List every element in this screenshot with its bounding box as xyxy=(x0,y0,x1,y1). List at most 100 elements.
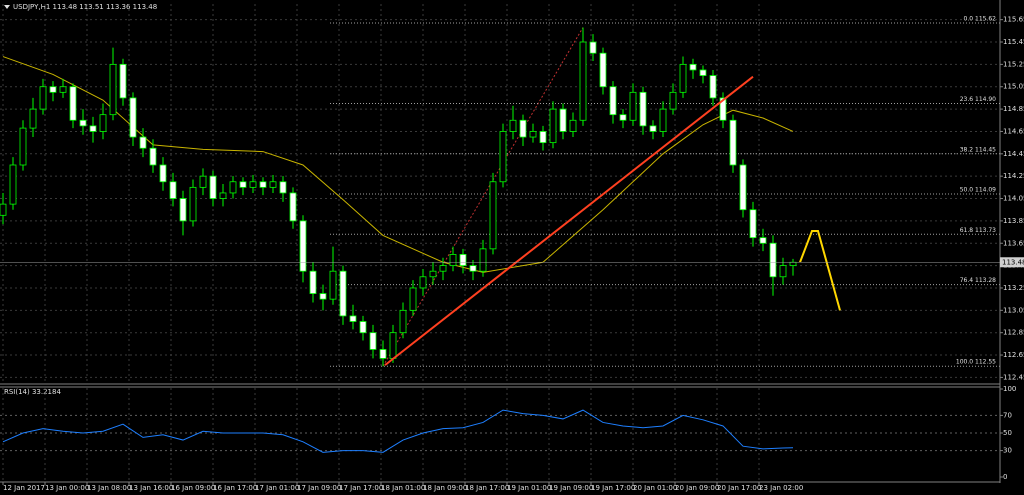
candle-body xyxy=(749,209,757,239)
fibonacci-label: 100.0 112.55 xyxy=(956,359,996,366)
fibonacci-label: 50.0 114.09 xyxy=(960,187,996,194)
candle-body xyxy=(289,192,297,222)
candle-body xyxy=(359,321,367,334)
x-tick-label: 20 Jan 01:00 xyxy=(633,484,677,492)
candle-body xyxy=(19,127,27,166)
candle-body xyxy=(319,293,327,300)
x-tick-label: 13 Jan 16:00 xyxy=(129,484,173,492)
candle-body xyxy=(109,63,117,116)
candle-body xyxy=(39,86,47,110)
last-price-box xyxy=(1000,257,1024,268)
candle-body xyxy=(169,181,177,199)
candle-body xyxy=(339,270,347,317)
candle-body xyxy=(679,63,687,93)
candle-body xyxy=(159,164,167,183)
candle-body xyxy=(219,192,227,199)
rsi-tick-label: 0 xyxy=(1003,473,1007,481)
fibonacci-label: 76.4 113.28 xyxy=(960,277,996,284)
candle-body xyxy=(409,287,417,311)
x-tick-label: 19 Jan 17:00 xyxy=(591,484,635,492)
rsi-tick-label: 30 xyxy=(1003,447,1012,455)
y-tick-label: 113.65 xyxy=(1003,239,1024,247)
candle-body xyxy=(369,332,377,350)
candle-body xyxy=(259,181,267,188)
candle-body xyxy=(649,125,657,132)
candle-body xyxy=(499,131,507,183)
y-tick-label: 115.25 xyxy=(1003,60,1024,68)
candle-body xyxy=(469,265,477,272)
x-tick-label: 20 Jan 17:00 xyxy=(717,484,761,492)
candle-body xyxy=(699,69,707,76)
candle-body xyxy=(629,91,637,121)
y-tick-label: 112.45 xyxy=(1003,373,1024,381)
projection-line xyxy=(799,229,841,311)
fibonacci-label: 61.8 113.73 xyxy=(960,227,996,234)
y-tick-label: 115.05 xyxy=(1003,83,1024,91)
candle-body xyxy=(69,86,77,121)
candle-body xyxy=(449,254,457,267)
candle-body xyxy=(609,86,617,116)
candle-body xyxy=(739,164,747,211)
candle-body xyxy=(789,261,797,267)
chart-title: USDJPY,H1 113.48 113.51 113.36 113.48 xyxy=(13,3,157,11)
candle-body xyxy=(539,131,547,144)
candle-body xyxy=(149,147,157,166)
y-tick-label: 113.85 xyxy=(1003,217,1024,225)
candle-body xyxy=(349,315,357,322)
candle-body xyxy=(619,114,627,121)
x-tick-label: 18 Jan 09:00 xyxy=(423,484,467,492)
candle-body xyxy=(99,114,107,132)
x-tick-label: 17 Jan 09:00 xyxy=(297,484,341,492)
y-tick-label: 112.65 xyxy=(1003,351,1024,359)
x-tick-label: 13 Jan 00:00 xyxy=(45,484,89,492)
candle-body xyxy=(559,108,567,132)
fibonacci-label: 0.0 115.62 xyxy=(964,16,997,23)
candle-body xyxy=(79,119,87,127)
candle-body xyxy=(729,119,737,166)
candle-body xyxy=(199,175,207,188)
candle-body xyxy=(29,108,37,129)
candle-body xyxy=(549,108,557,144)
candle-body xyxy=(59,86,67,93)
candle-body xyxy=(299,220,307,272)
candle-body xyxy=(599,52,607,88)
x-tick-label: 12 Jan 2017 xyxy=(3,484,45,492)
x-tick-label: 18 Jan 17:00 xyxy=(465,484,509,492)
candle-body xyxy=(309,270,317,294)
y-tick-label: 113.25 xyxy=(1003,284,1024,292)
candle-body xyxy=(759,237,767,244)
candle-body xyxy=(569,119,577,132)
y-tick-label: 115.65 xyxy=(1003,16,1024,24)
x-tick-label: 18 Jan 01:00 xyxy=(381,484,425,492)
candle-body xyxy=(639,91,647,127)
y-tick-label: 113.05 xyxy=(1003,306,1024,314)
candle-body xyxy=(479,248,487,272)
candle-body xyxy=(689,63,697,71)
candle-body xyxy=(249,181,257,188)
candle-body xyxy=(589,41,597,54)
candle-body xyxy=(779,265,787,278)
candle-body xyxy=(119,63,127,99)
x-tick-label: 13 Jan 08:00 xyxy=(87,484,131,492)
y-tick-label: 114.25 xyxy=(1003,172,1024,180)
trend-line xyxy=(384,75,754,366)
symbol-menu-icon[interactable] xyxy=(4,5,10,9)
candle-body xyxy=(439,265,447,272)
x-tick-label: 17 Jan 17:00 xyxy=(339,484,383,492)
candle-body xyxy=(89,125,97,132)
fibonacci-label: 38.2 114.45 xyxy=(960,146,996,153)
rsi-line xyxy=(2,409,794,453)
candle-body xyxy=(179,198,187,222)
x-tick-label: 17 Jan 01:00 xyxy=(255,484,299,492)
candle-body xyxy=(129,97,137,138)
y-tick-label: 114.05 xyxy=(1003,195,1024,203)
candle-body xyxy=(659,108,667,132)
candle-body xyxy=(0,203,7,216)
x-tick-label: 23 Jan 02:00 xyxy=(759,484,803,492)
x-tick-label: 19 Jan 09:00 xyxy=(549,484,593,492)
candle-body xyxy=(519,119,527,138)
x-tick-label: 19 Jan 01:00 xyxy=(507,484,551,492)
candle-body xyxy=(9,164,17,205)
candle-body xyxy=(719,97,727,121)
